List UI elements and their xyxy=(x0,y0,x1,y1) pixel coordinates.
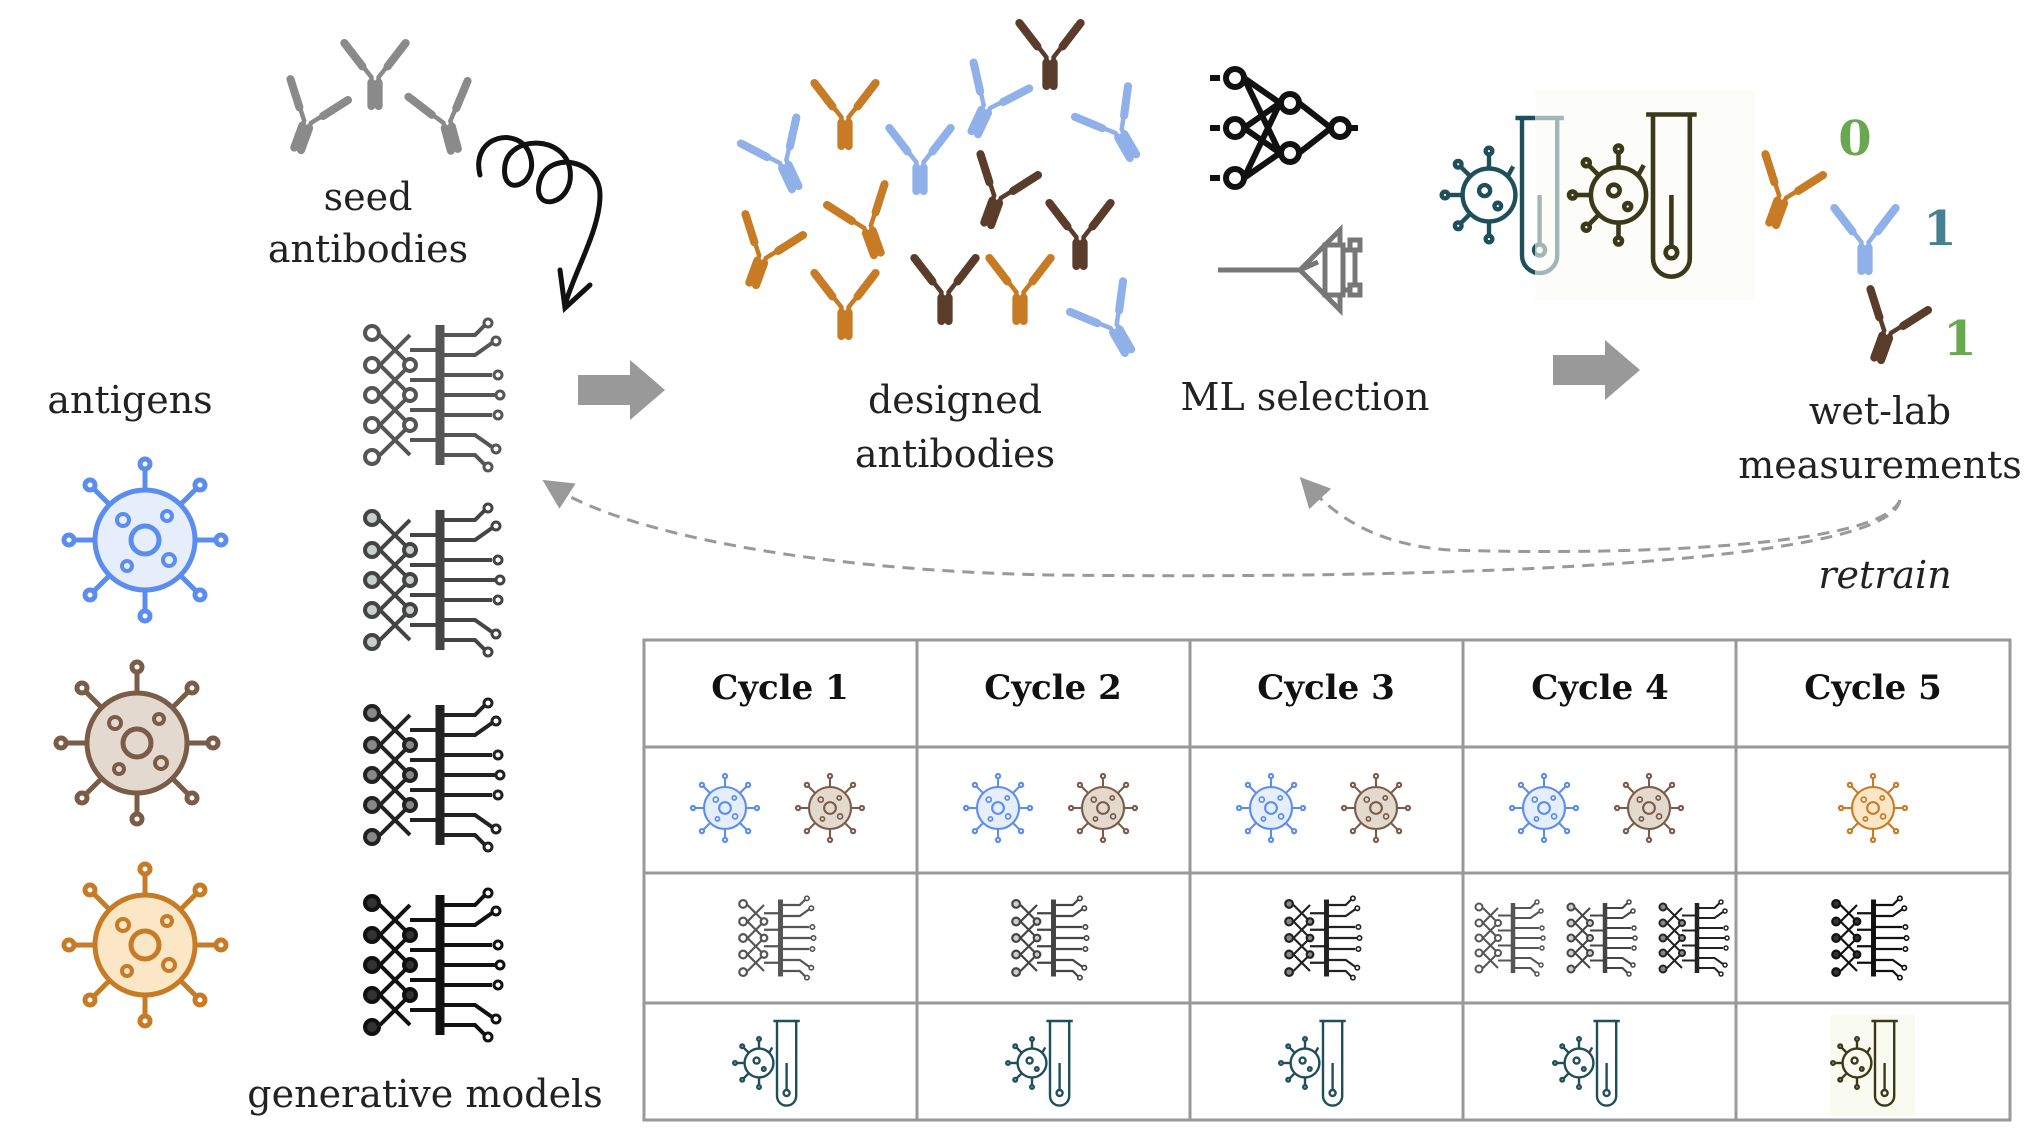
antibody-icon xyxy=(1049,203,1110,266)
antibody-icon xyxy=(814,273,875,336)
virus-icon xyxy=(64,459,226,621)
ml-selection-label: ML selection xyxy=(1181,375,1430,419)
retrain-label: retrain xyxy=(1818,553,1951,597)
seed-label-1: seed xyxy=(324,175,413,219)
antibody-icon xyxy=(814,83,875,146)
antibody-icon xyxy=(989,258,1050,321)
antibody-icon xyxy=(724,214,803,294)
neural-net-icon xyxy=(365,504,504,656)
antibody-icon xyxy=(741,118,823,201)
tube-background xyxy=(1830,1015,1915,1115)
measurement-value: 1 xyxy=(1923,201,1956,257)
designed-label-2: antibodies xyxy=(855,432,1055,476)
virus-icon xyxy=(56,662,218,824)
table-header-cycle-4: Cycle 4 xyxy=(1531,668,1669,708)
antibody-icon xyxy=(1019,23,1080,86)
retrain-arrows xyxy=(542,477,1902,578)
antibody-icon xyxy=(408,81,483,158)
antibody-icon xyxy=(959,154,1038,234)
table-header-cycle-1: Cycle 1 xyxy=(711,668,849,708)
neural-net-icon xyxy=(365,889,504,1041)
virus-icon xyxy=(64,864,226,1026)
antibody-icon xyxy=(889,128,950,191)
antibody-icon xyxy=(1744,154,1823,234)
antibody-icon xyxy=(1075,86,1160,171)
antibody-icon xyxy=(269,79,348,159)
antibody-icon xyxy=(827,184,906,264)
spiral-arrow-icon xyxy=(476,135,603,314)
antibody-icon xyxy=(947,63,1029,146)
neural-net-icon xyxy=(1210,66,1358,190)
wetlab-label-2: measurements xyxy=(1738,443,2022,487)
right-arrow-icon xyxy=(1553,340,1640,400)
antibody-icon xyxy=(344,43,405,106)
antibody-icon xyxy=(1834,208,1895,271)
measurement-value: 0 xyxy=(1838,111,1871,167)
table-header-cycle-2: Cycle 2 xyxy=(984,668,1122,708)
cycles-table: Cycle 1 Cycle 2 Cycle 3 Cycle 4 Cycle 5 xyxy=(642,638,2012,1122)
seed-label-2: antibodies xyxy=(268,227,468,271)
designed-antibodies-group xyxy=(724,23,1160,366)
neural-net-icon xyxy=(365,699,504,851)
designed-label-1: designed xyxy=(868,378,1042,422)
funnel-icon xyxy=(1218,223,1363,317)
antibody-icon xyxy=(1849,289,1928,369)
neural-net-icon xyxy=(365,319,504,471)
antigens-label: antigens xyxy=(47,378,212,422)
wetlab-label-1: wet-lab xyxy=(1809,389,1951,433)
antibody-icon xyxy=(1070,281,1155,366)
seed-antibodies-group xyxy=(269,43,484,159)
table-header-cycle-3: Cycle 3 xyxy=(1257,668,1395,708)
right-arrow-icon xyxy=(578,360,665,420)
measurement-value: 1 xyxy=(1943,311,1976,367)
generative-models-label: generative models xyxy=(247,1072,602,1116)
table-header-cycle-5: Cycle 5 xyxy=(1804,668,1942,708)
antibody-icon xyxy=(914,258,975,321)
